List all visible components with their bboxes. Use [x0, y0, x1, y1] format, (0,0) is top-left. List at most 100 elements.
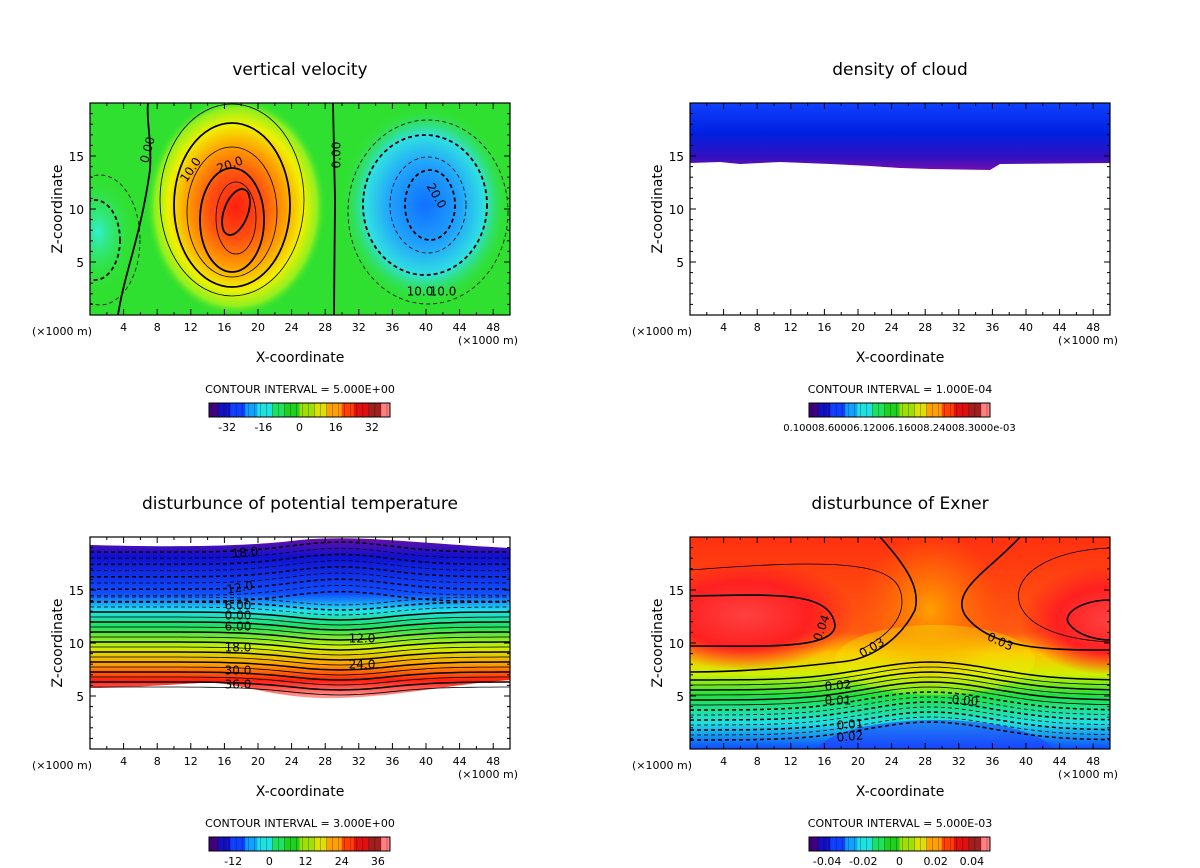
colorbar-swatch: [809, 403, 813, 417]
contour-line: [90, 621, 510, 631]
colorbar-swatch: [212, 837, 216, 851]
contour-line: [690, 671, 1110, 691]
x-tick-label: 4: [120, 755, 127, 768]
colorbar-swatch: [977, 403, 982, 417]
colorbar-frame: [808, 402, 991, 418]
colorbar-swatch: [836, 403, 840, 417]
colorbar-swatch: [296, 403, 300, 417]
colorbar-swatch: [227, 403, 231, 417]
contour-line: [90, 651, 510, 661]
contour-line: [690, 721, 1110, 741]
colorbar-swatch: [356, 837, 361, 851]
colorbar-swatch: [221, 403, 225, 417]
colorbar-swatch: [809, 837, 813, 851]
colorbar-swatch: [344, 403, 349, 417]
colorbar-swatch: [368, 837, 373, 851]
colorbar-swatch: [815, 403, 819, 417]
x-tick-label: 36: [985, 321, 999, 334]
colorbar-swatch: [821, 403, 825, 417]
cloud-density-field: [690, 103, 1110, 170]
colorbar-swatch: [860, 837, 864, 851]
colorbar-swatch: [878, 837, 882, 851]
contour-line: [90, 661, 510, 671]
colorbar-swatch: [386, 403, 391, 417]
colorbar-swatch: [347, 837, 352, 851]
colorbar-swatch: [875, 403, 879, 417]
colorbar-swatch: [224, 403, 228, 417]
colorbar-swatch: [326, 403, 330, 417]
colorbar-swatch: [848, 837, 852, 851]
y-tick-label: 15: [669, 150, 684, 164]
contour-line: [690, 691, 1110, 711]
contour-label: 0.00: [330, 142, 344, 169]
colorbar-swatch: [371, 837, 376, 851]
x-tick-label: 28: [318, 755, 332, 768]
colorbar-swatch: [896, 837, 900, 851]
contour-line: [90, 671, 510, 681]
colorbar-swatch: [899, 837, 903, 851]
colorbar-swatch: [842, 403, 846, 417]
colorbar-swatch: [887, 403, 891, 417]
contour-line: [90, 686, 510, 696]
colorbar-swatch: [281, 403, 285, 417]
colorbar-swatch: [242, 403, 246, 417]
colorbar-swatch: [281, 837, 285, 851]
colorbar-swatch: [884, 837, 888, 851]
colorbar-swatch: [245, 837, 249, 851]
colorbar-swatch: [827, 403, 831, 417]
x-tick-label: 8: [754, 755, 761, 768]
colorbar-swatch: [938, 403, 943, 417]
colorbar: -32 -16 0 16 32: [208, 402, 391, 434]
colorbar-swatch: [881, 837, 885, 851]
y-tick-label: 15: [669, 584, 684, 598]
colorbar-swatch: [926, 837, 930, 851]
colorbar-swatch: [326, 837, 330, 851]
colorbar-swatch: [263, 403, 267, 417]
x-tick-label: 16: [817, 321, 831, 334]
y-tick-label: 10: [69, 637, 84, 651]
colorbar-label: -0.02: [849, 855, 877, 868]
colorbar-swatch: [215, 837, 219, 851]
colorbar-swatch: [830, 837, 834, 851]
plot-title: vertical velocity: [232, 60, 367, 80]
colorbar-swatch: [323, 837, 327, 851]
x-unit-right: (×1000 m): [1058, 334, 1118, 347]
colorbar-swatch: [233, 403, 237, 417]
colorbar-swatch: [353, 837, 358, 851]
contour-label: 0.00: [951, 692, 979, 708]
colorbar-swatch: [818, 403, 822, 417]
contour-line: [90, 646, 510, 656]
colorbar-swatch: [251, 837, 255, 851]
contour-line: [90, 572, 510, 584]
y-tick-label: 15: [69, 584, 84, 598]
colorbar-swatch: [278, 403, 282, 417]
colorbar-swatch: [923, 837, 927, 851]
colorbar-swatch: [866, 837, 870, 851]
colorbar-swatch: [986, 837, 991, 851]
colorbar-swatch: [377, 403, 382, 417]
colorbar-frame: [808, 836, 991, 852]
colorbar-swatch: [902, 403, 906, 417]
colorbar-swatch: [359, 403, 364, 417]
colorbar-swatch: [329, 403, 333, 417]
x-tick-label: 8: [754, 321, 761, 334]
colorbar-swatch: [965, 837, 970, 851]
contour-label: 6.00: [225, 620, 252, 634]
colorbar-label: -16: [254, 421, 272, 434]
colorbar-swatch: [908, 837, 912, 851]
colorbar: 0.10008.60006.12006.16008.24008.3000e-03: [783, 402, 1016, 434]
colorbar-swatch: [242, 837, 246, 851]
colorbar-swatch: [893, 403, 897, 417]
contour-label: 24.0: [349, 658, 376, 672]
x-tick-label: 28: [318, 321, 332, 334]
colorbar-swatch: [950, 403, 955, 417]
colorbar-swatch: [350, 837, 355, 851]
colorbar-label: 24: [335, 855, 349, 868]
colorbar-swatch: [257, 837, 261, 851]
colorbar-swatch: [233, 837, 237, 851]
colorbar-swatch: [269, 403, 273, 417]
colorbar-swatch: [881, 403, 885, 417]
